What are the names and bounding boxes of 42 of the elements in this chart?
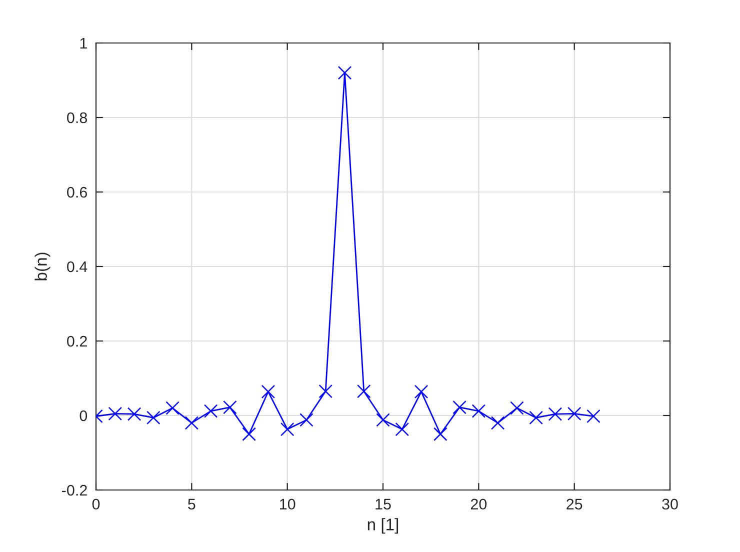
point: [300, 413, 314, 427]
y-tick-label: 0: [80, 410, 88, 422]
point: [204, 404, 218, 418]
y-tick-label: 0.2: [67, 336, 87, 347]
x-tick-label: 30: [662, 498, 678, 510]
x-tick-label: 10: [280, 498, 296, 510]
point: [184, 416, 199, 430]
point: [510, 401, 524, 415]
point: [472, 404, 486, 418]
point: [223, 400, 237, 414]
y-tick-label: 0.8: [67, 112, 88, 124]
x-tick-label: 5: [188, 498, 196, 510]
x-tick-label: 0: [92, 498, 100, 510]
point: [395, 422, 410, 436]
point: [586, 409, 600, 424]
point: [452, 400, 466, 414]
point: [376, 413, 390, 427]
y-tick-label: -0.2: [62, 484, 87, 496]
point: [434, 427, 448, 441]
point: [490, 416, 505, 430]
y-tick-label: 1: [80, 38, 87, 49]
point: [242, 427, 256, 441]
point: [338, 66, 352, 80]
point: [166, 401, 180, 415]
point: [261, 384, 276, 399]
y-tick-label: 0.4: [67, 261, 88, 272]
point: [127, 407, 142, 421]
x-axis-title: n [1]: [368, 518, 398, 534]
point: [567, 406, 582, 421]
point: [548, 407, 562, 421]
point: [318, 384, 332, 398]
point: [146, 410, 160, 425]
point: [108, 406, 122, 421]
point: [356, 384, 371, 398]
x-tick-label: 20: [470, 498, 487, 510]
point: [529, 410, 543, 425]
y-axis-title: b(n): [34, 252, 50, 280]
point: [414, 384, 428, 399]
y-tick-label: 0.6: [67, 186, 87, 198]
x-tick-label: 25: [566, 498, 582, 510]
point: [280, 422, 294, 436]
x-tick-label: 15: [376, 498, 391, 510]
